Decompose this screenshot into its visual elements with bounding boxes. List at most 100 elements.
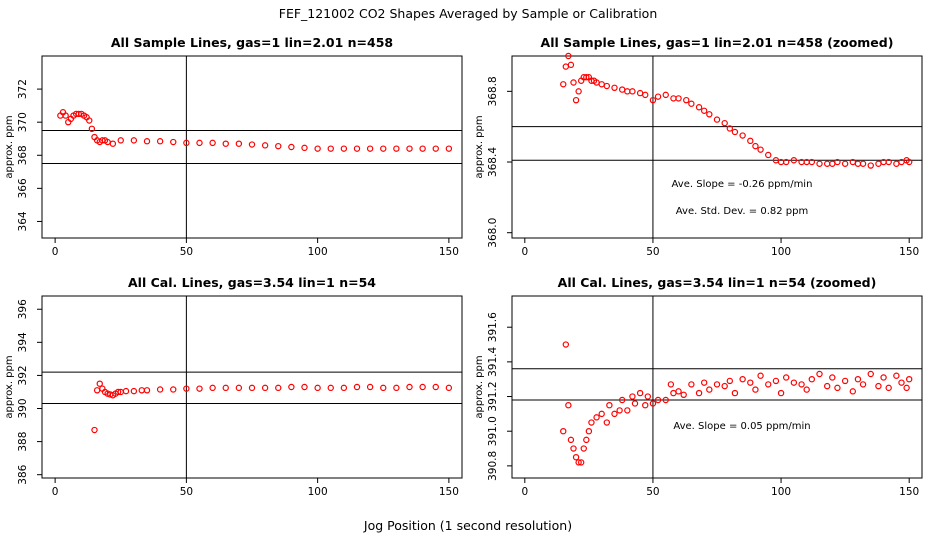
data-point: [841, 377, 849, 385]
x-tick-label: 50: [180, 486, 193, 498]
data-point: [235, 384, 243, 392]
y-tick-label: 396: [17, 299, 29, 319]
data-point: [695, 389, 703, 397]
data-point: [222, 384, 229, 392]
y-axis-label: approx. ppm: [4, 115, 15, 178]
data-point: [572, 454, 580, 461]
data-point: [575, 88, 582, 95]
data-point: [301, 383, 308, 391]
y-tick-label: 386: [17, 464, 29, 484]
data-point: [654, 396, 662, 404]
data-point: [695, 104, 703, 111]
data-point: [765, 381, 772, 388]
data-point: [903, 384, 910, 392]
data-point: [183, 139, 190, 147]
x-tick-label: 50: [180, 246, 193, 258]
data-point: [419, 145, 426, 152]
data-point: [130, 387, 138, 395]
data-point: [616, 407, 623, 414]
data-point: [327, 145, 334, 152]
data-point: [611, 410, 618, 418]
x-tick-label: 100: [308, 486, 328, 498]
data-point: [261, 142, 269, 149]
data-point: [662, 91, 669, 99]
data-point: [905, 158, 913, 166]
figure-title: FEF_121002 CO2 Shapes Averaged by Sample…: [279, 6, 658, 21]
x-tick-label: 150: [439, 246, 459, 258]
data-point: [683, 96, 690, 104]
data-point: [629, 393, 636, 400]
x-tick-label: 150: [439, 486, 459, 498]
data-point: [593, 414, 600, 421]
data-point: [782, 374, 790, 381]
data-point: [777, 389, 785, 397]
data-point: [772, 377, 780, 385]
data-point: [567, 61, 575, 69]
data-point: [567, 436, 575, 444]
data-point: [156, 386, 164, 393]
data-point: [867, 162, 874, 169]
data-point: [570, 445, 577, 452]
data-point: [636, 389, 644, 397]
y-tick-label: 368.4: [487, 147, 499, 177]
data-point: [575, 459, 582, 466]
panel-sample-lines-zoomed: All Sample Lines, gas=1 lin=2.01 n=458 (…: [474, 35, 923, 258]
data-point: [790, 157, 798, 164]
data-point: [700, 379, 708, 386]
panel-title: All Sample Lines, gas=1 lin=2.01 n=458 (…: [541, 35, 894, 50]
data-point: [875, 382, 882, 390]
data-point: [611, 84, 618, 92]
data-point: [603, 419, 611, 426]
data-point: [688, 100, 695, 107]
data-point: [790, 379, 798, 386]
data-point: [583, 74, 590, 81]
data-point: [88, 125, 96, 133]
data-point: [875, 160, 882, 167]
data-point: [432, 145, 439, 152]
data-point: [327, 384, 334, 392]
data-point: [757, 146, 764, 153]
data-point: [196, 385, 203, 392]
data-point: [829, 160, 836, 167]
y-tick-label: 391.0: [487, 416, 499, 446]
panel-sample-lines: All Sample Lines, gas=1 lin=2.01 n=458 0 5…: [4, 35, 463, 258]
y-tick-label: 390: [17, 398, 29, 418]
data-point: [314, 145, 321, 152]
data-point: [670, 389, 677, 397]
data-point: [731, 128, 739, 136]
y-tick-label: 388: [17, 432, 29, 452]
y-tick-label: 368.8: [487, 76, 499, 106]
y-tick-label: 391.4: [487, 347, 499, 377]
y-axis-label: approx. ppm: [474, 115, 485, 178]
data-point: [565, 52, 572, 60]
data-point: [747, 379, 754, 386]
x-tick-label: 0: [521, 246, 528, 258]
data-point: [577, 459, 585, 466]
data-point: [109, 140, 117, 147]
data-point: [713, 381, 721, 388]
data-point: [808, 158, 816, 166]
data-point: [841, 160, 849, 167]
data-point: [580, 445, 587, 452]
data-point: [700, 107, 708, 114]
data-point: [366, 145, 374, 152]
data-point: [636, 89, 644, 97]
data-point: [275, 142, 282, 150]
data-point: [340, 145, 348, 152]
y-tick-label: 392: [17, 365, 29, 385]
data-point: [731, 389, 739, 397]
data-point: [816, 160, 823, 167]
y-tick-label: 366: [17, 178, 29, 198]
y-tick-label: 390.8: [487, 451, 499, 481]
data-point: [713, 116, 721, 123]
data-point: [96, 380, 103, 387]
data-point: [209, 384, 216, 392]
data-point: [629, 88, 636, 95]
plot-frame: [511, 295, 923, 479]
data-point: [867, 370, 874, 378]
data-point: [893, 160, 900, 167]
data-point: [893, 372, 900, 379]
data-point: [757, 372, 764, 379]
data-point: [585, 428, 593, 435]
